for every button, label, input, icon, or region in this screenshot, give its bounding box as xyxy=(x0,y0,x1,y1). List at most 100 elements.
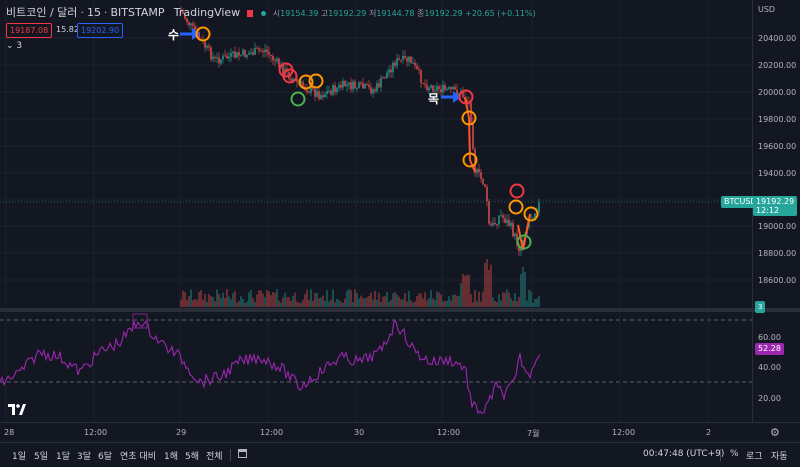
volume-bar xyxy=(208,293,210,307)
candle-body xyxy=(366,84,368,86)
range-1m[interactable]: 1달 xyxy=(56,452,71,462)
sell-price-button[interactable]: 19187.08 xyxy=(6,23,53,38)
candle-body xyxy=(214,56,216,58)
candle-body xyxy=(268,52,270,55)
volume-bar xyxy=(238,300,240,307)
candlestick-chart[interactable] xyxy=(0,0,752,308)
buy-annotation-label: 수 xyxy=(168,28,180,42)
candle-body xyxy=(226,55,228,59)
volume-bar xyxy=(196,299,198,307)
dot-sep: · xyxy=(80,8,87,19)
volume-bar xyxy=(186,299,188,307)
volume-bar xyxy=(292,295,294,307)
volume-bar xyxy=(228,296,230,307)
candle-body xyxy=(430,85,432,88)
percent-toggle[interactable]: % xyxy=(730,449,739,459)
signal-circle xyxy=(195,26,211,42)
volume-bar xyxy=(518,297,520,307)
range-ytd[interactable]: 연초 대비 xyxy=(120,452,156,462)
exchange-label: BITSTAMP xyxy=(110,6,165,19)
volume-bar xyxy=(370,292,372,307)
spread-value: 15.82 xyxy=(56,25,79,34)
range-5d[interactable]: 5일 xyxy=(34,452,49,462)
indicators-count: 3 xyxy=(16,41,23,51)
buy-price-button[interactable]: 19202.90 xyxy=(77,23,124,38)
candle-body xyxy=(406,58,408,62)
price-pane[interactable] xyxy=(0,0,752,308)
price-axis[interactable]: USD 20400.00 20200.00 20000.00 19800.00 … xyxy=(752,0,800,422)
candle-body xyxy=(282,64,284,75)
candle-body xyxy=(398,58,400,60)
volume-bar xyxy=(452,294,454,307)
candle-body xyxy=(240,54,242,56)
volume-bar xyxy=(386,291,388,307)
candle-body xyxy=(260,50,262,52)
volume-bar xyxy=(536,298,538,307)
volume-bar xyxy=(224,297,226,307)
flag-icon[interactable] xyxy=(247,9,254,17)
volume-bar xyxy=(490,264,492,307)
volume-bar xyxy=(458,295,460,307)
volume-bar xyxy=(290,300,292,307)
candle-body xyxy=(372,89,374,94)
volume-bar xyxy=(348,289,350,307)
volume-bar xyxy=(356,293,358,307)
volume-bar xyxy=(218,294,220,307)
interval-label[interactable]: 15 xyxy=(86,6,101,19)
volume-bar xyxy=(492,297,494,307)
calendar-icon[interactable] xyxy=(238,449,247,458)
volume-bar xyxy=(320,297,322,307)
range-1y[interactable]: 1해 xyxy=(164,452,179,462)
candle-body xyxy=(374,89,376,92)
gear-icon[interactable]: ⚙ xyxy=(770,426,780,439)
volume-bar xyxy=(182,290,184,307)
volume-bar xyxy=(446,300,448,307)
volume-bar xyxy=(466,274,468,307)
volume-bar xyxy=(302,299,304,307)
volume-bar xyxy=(366,297,368,307)
volume-bar xyxy=(310,289,312,307)
time-axis[interactable]: 28 12:00 29 12:00 30 12:00 7월 12:00 2 ⚙ xyxy=(0,422,800,442)
volume-bar xyxy=(210,296,212,307)
volume-bar xyxy=(476,301,478,307)
range-all[interactable]: 전체 xyxy=(206,452,223,462)
log-toggle[interactable]: 로그 xyxy=(746,452,763,462)
rsi-pane[interactable] xyxy=(0,312,752,422)
volume-bar xyxy=(416,296,418,307)
range-3m[interactable]: 3달 xyxy=(77,452,92,462)
volume-bar xyxy=(216,289,218,307)
symbol-title[interactable]: 비트코인 / 달러 xyxy=(6,6,78,19)
time-label: 30 xyxy=(354,428,365,437)
volume-bar xyxy=(496,302,498,307)
sell-annotation-label: 목 xyxy=(428,92,440,106)
rsi-chart[interactable] xyxy=(0,312,752,422)
indicators-toggle[interactable]: ⌄ 3 xyxy=(6,41,22,51)
candle-body xyxy=(368,84,370,88)
currency-label[interactable]: USD xyxy=(758,5,776,14)
ohlc-values: 시19154.39 고19192.29 저19144.78 종19192.29 … xyxy=(272,9,536,18)
auto-toggle[interactable]: 자동 xyxy=(771,452,788,462)
volume-bar xyxy=(324,301,326,307)
pane-separator[interactable] xyxy=(0,308,800,312)
volume-bar xyxy=(406,301,408,307)
range-1d[interactable]: 1일 xyxy=(12,452,27,462)
signal-circle xyxy=(516,234,532,250)
volume-bar xyxy=(230,299,232,307)
current-price-tag: 19192.29 12:12 xyxy=(753,196,798,216)
volume-bar xyxy=(402,299,404,307)
clock-display[interactable]: 00:47:48 (UTC+9) xyxy=(643,449,725,459)
volume-bar xyxy=(376,299,378,307)
volume-bar xyxy=(494,300,496,307)
volume-bar xyxy=(298,302,300,307)
candle-body xyxy=(320,95,322,100)
tv-logo-icon[interactable] xyxy=(8,402,26,416)
candle-body xyxy=(228,56,230,59)
rsi-line xyxy=(0,320,541,415)
signal-circle xyxy=(290,91,306,107)
candle-body xyxy=(276,58,278,62)
volume-bar xyxy=(220,297,222,307)
range-6m[interactable]: 6달 xyxy=(98,452,113,462)
symbol-legend: 비트코인 / 달러 · 15 · BITSTAMP TradingView 시1… xyxy=(6,4,536,20)
candle-body xyxy=(272,56,274,61)
range-5y[interactable]: 5해 xyxy=(185,452,200,462)
